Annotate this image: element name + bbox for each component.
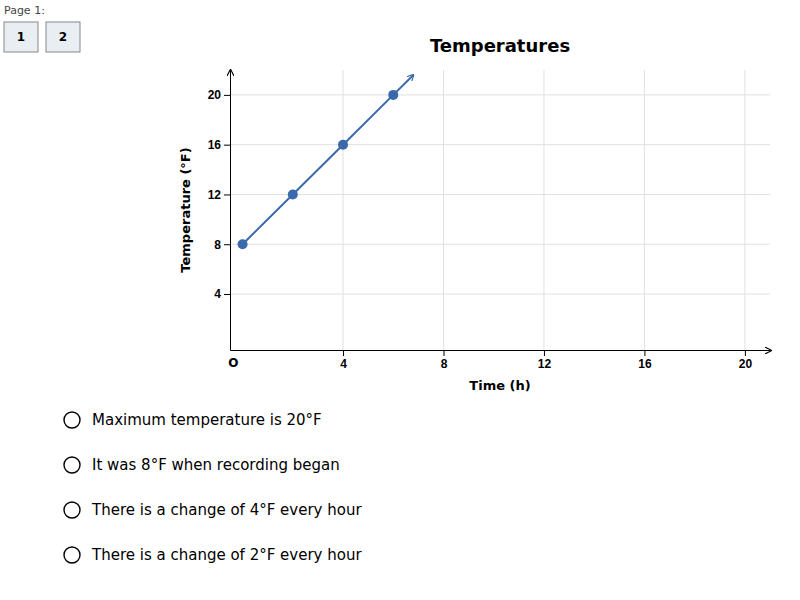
option-text[interactable]: Maximum temperature is 20°F — [92, 411, 322, 429]
tick-mark — [343, 350, 344, 356]
data-line — [243, 95, 394, 244]
data-point — [338, 140, 348, 150]
tick-label: 8 — [214, 238, 221, 252]
answer-option[interactable]: There is a change of 4°F every hour — [64, 501, 362, 519]
tick-mark — [443, 350, 444, 356]
x-axis-title: Time (h) — [469, 378, 530, 393]
tab[interactable]: 2 — [46, 22, 80, 52]
grid-line-y — [230, 244, 770, 245]
tick-label: 12 — [538, 357, 552, 371]
grid-line-x — [543, 70, 544, 350]
answer-option[interactable]: There is a change of 2°F every hour — [64, 546, 362, 564]
tick-mark — [224, 95, 230, 96]
tick: 8 — [214, 238, 230, 252]
data-point — [238, 239, 248, 249]
answer-option[interactable]: Maximum temperature is 20°F — [64, 411, 322, 429]
tab-label[interactable]: 2 — [59, 30, 67, 44]
tick-label: 4 — [214, 287, 221, 301]
tick-mark — [745, 350, 746, 356]
tick-label: 20 — [208, 88, 222, 102]
grid-line-y — [230, 194, 770, 195]
origin-label: O — [228, 356, 238, 370]
grid-line-y — [230, 294, 770, 295]
tick-mark — [224, 145, 230, 146]
tick-mark — [224, 294, 230, 295]
option-text[interactable]: It was 8°F when recording began — [92, 456, 340, 474]
grid-line-y — [230, 144, 770, 145]
tab-box[interactable] — [4, 22, 38, 52]
answer-option[interactable]: It was 8°F when recording began — [64, 456, 340, 474]
tick-label: 8 — [441, 357, 448, 371]
tab-box[interactable] — [46, 22, 80, 52]
data-point — [288, 189, 298, 199]
grid-line-x — [644, 70, 645, 350]
marks — [238, 90, 399, 249]
y-axis: 4 8 12 16 20 — [208, 71, 231, 351]
tick: 16 — [638, 350, 652, 371]
grid-line-y — [230, 94, 770, 95]
axis-line — [231, 350, 771, 351]
tick: 12 — [208, 188, 230, 202]
tick-mark — [224, 194, 230, 195]
option-text[interactable]: There is a change of 2°F every hour — [91, 546, 362, 564]
tick: 4 — [214, 287, 230, 301]
tab[interactable]: 1 — [4, 22, 38, 52]
grid-line-x — [443, 70, 444, 350]
tick-mark — [544, 350, 545, 356]
tick-label: 16 — [208, 138, 222, 152]
option-radio[interactable] — [64, 457, 80, 473]
tick-label: 12 — [208, 188, 222, 202]
tick: 20 — [739, 350, 753, 371]
y-axis-title: Temperature (°F) — [178, 147, 193, 272]
tick-label: 16 — [638, 357, 652, 371]
page-label: Page 1: — [4, 4, 45, 17]
axis-line — [230, 71, 231, 351]
tick: 4 — [340, 350, 347, 371]
option-radio[interactable] — [64, 412, 80, 428]
chart-title: Temperatures — [430, 35, 570, 56]
x-axis: 4 8 12 16 20 — [231, 350, 771, 371]
grid-line-x — [744, 70, 745, 350]
tick-mark — [224, 244, 230, 245]
tick-mark — [644, 350, 645, 356]
grid-line-x — [343, 70, 344, 350]
option-text[interactable]: There is a change of 4°F every hour — [91, 501, 362, 519]
tick: 20 — [208, 88, 230, 102]
line-arrow — [393, 75, 413, 95]
tick: 12 — [538, 350, 552, 371]
tick-label: 4 — [340, 357, 347, 371]
tick: 16 — [208, 138, 230, 152]
tab-label[interactable]: 1 — [17, 30, 25, 44]
chart-svg: Page 1:124812162048121620OTemperaturesTi… — [0, 0, 800, 600]
option-radio[interactable] — [64, 502, 80, 518]
option-radio[interactable] — [64, 547, 80, 563]
tick: 8 — [441, 350, 448, 371]
tick-label: 20 — [739, 357, 753, 371]
grid — [230, 70, 770, 350]
